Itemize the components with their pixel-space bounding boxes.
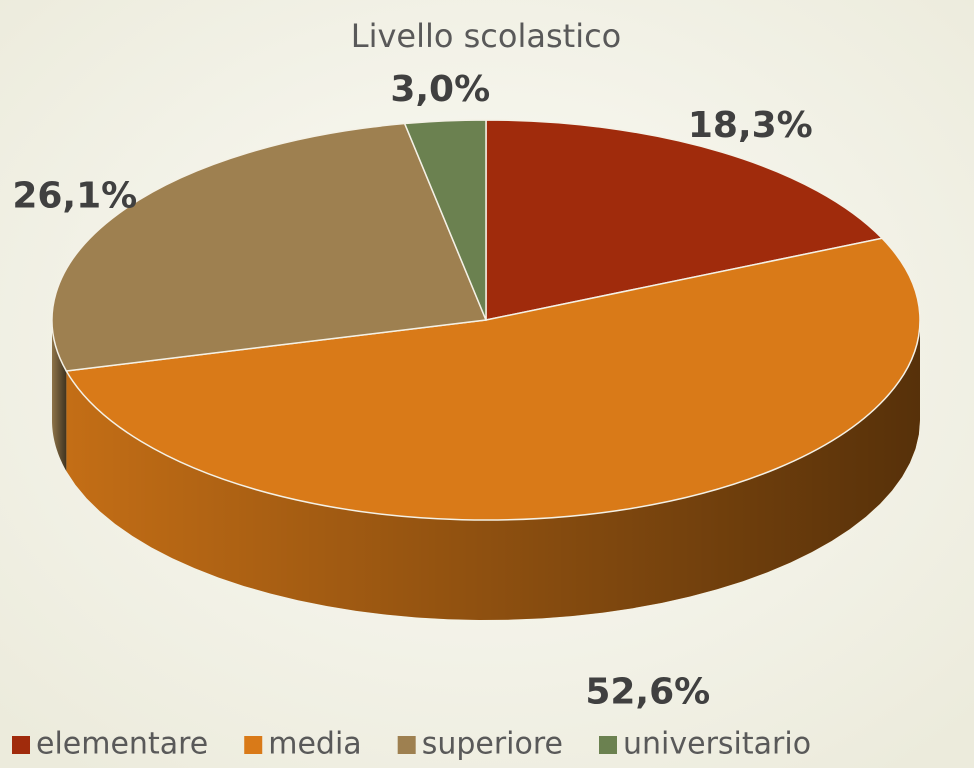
legend-swatch — [397, 736, 416, 754]
legend-swatch — [244, 736, 263, 754]
value-label: 26,1% — [12, 175, 137, 216]
slice-side-shade — [66, 320, 921, 620]
slice — [485, 119, 884, 321]
legend-label: media — [268, 727, 361, 762]
slice — [403, 119, 487, 321]
legend-swatch — [12, 736, 30, 754]
slice-side-shade — [52, 320, 67, 471]
value-label: 3,0% — [390, 69, 490, 110]
legend-swatch — [599, 736, 617, 754]
legend-label: elementare — [36, 727, 208, 762]
value-label: 52,6% — [585, 671, 710, 712]
legend-label: superiore — [422, 727, 563, 762]
value-label: 18,3% — [688, 105, 813, 146]
slice — [51, 122, 488, 372]
legend-label: universitario — [623, 727, 811, 762]
chart-title: Livello scolastico — [351, 17, 622, 55]
slice — [65, 237, 921, 521]
